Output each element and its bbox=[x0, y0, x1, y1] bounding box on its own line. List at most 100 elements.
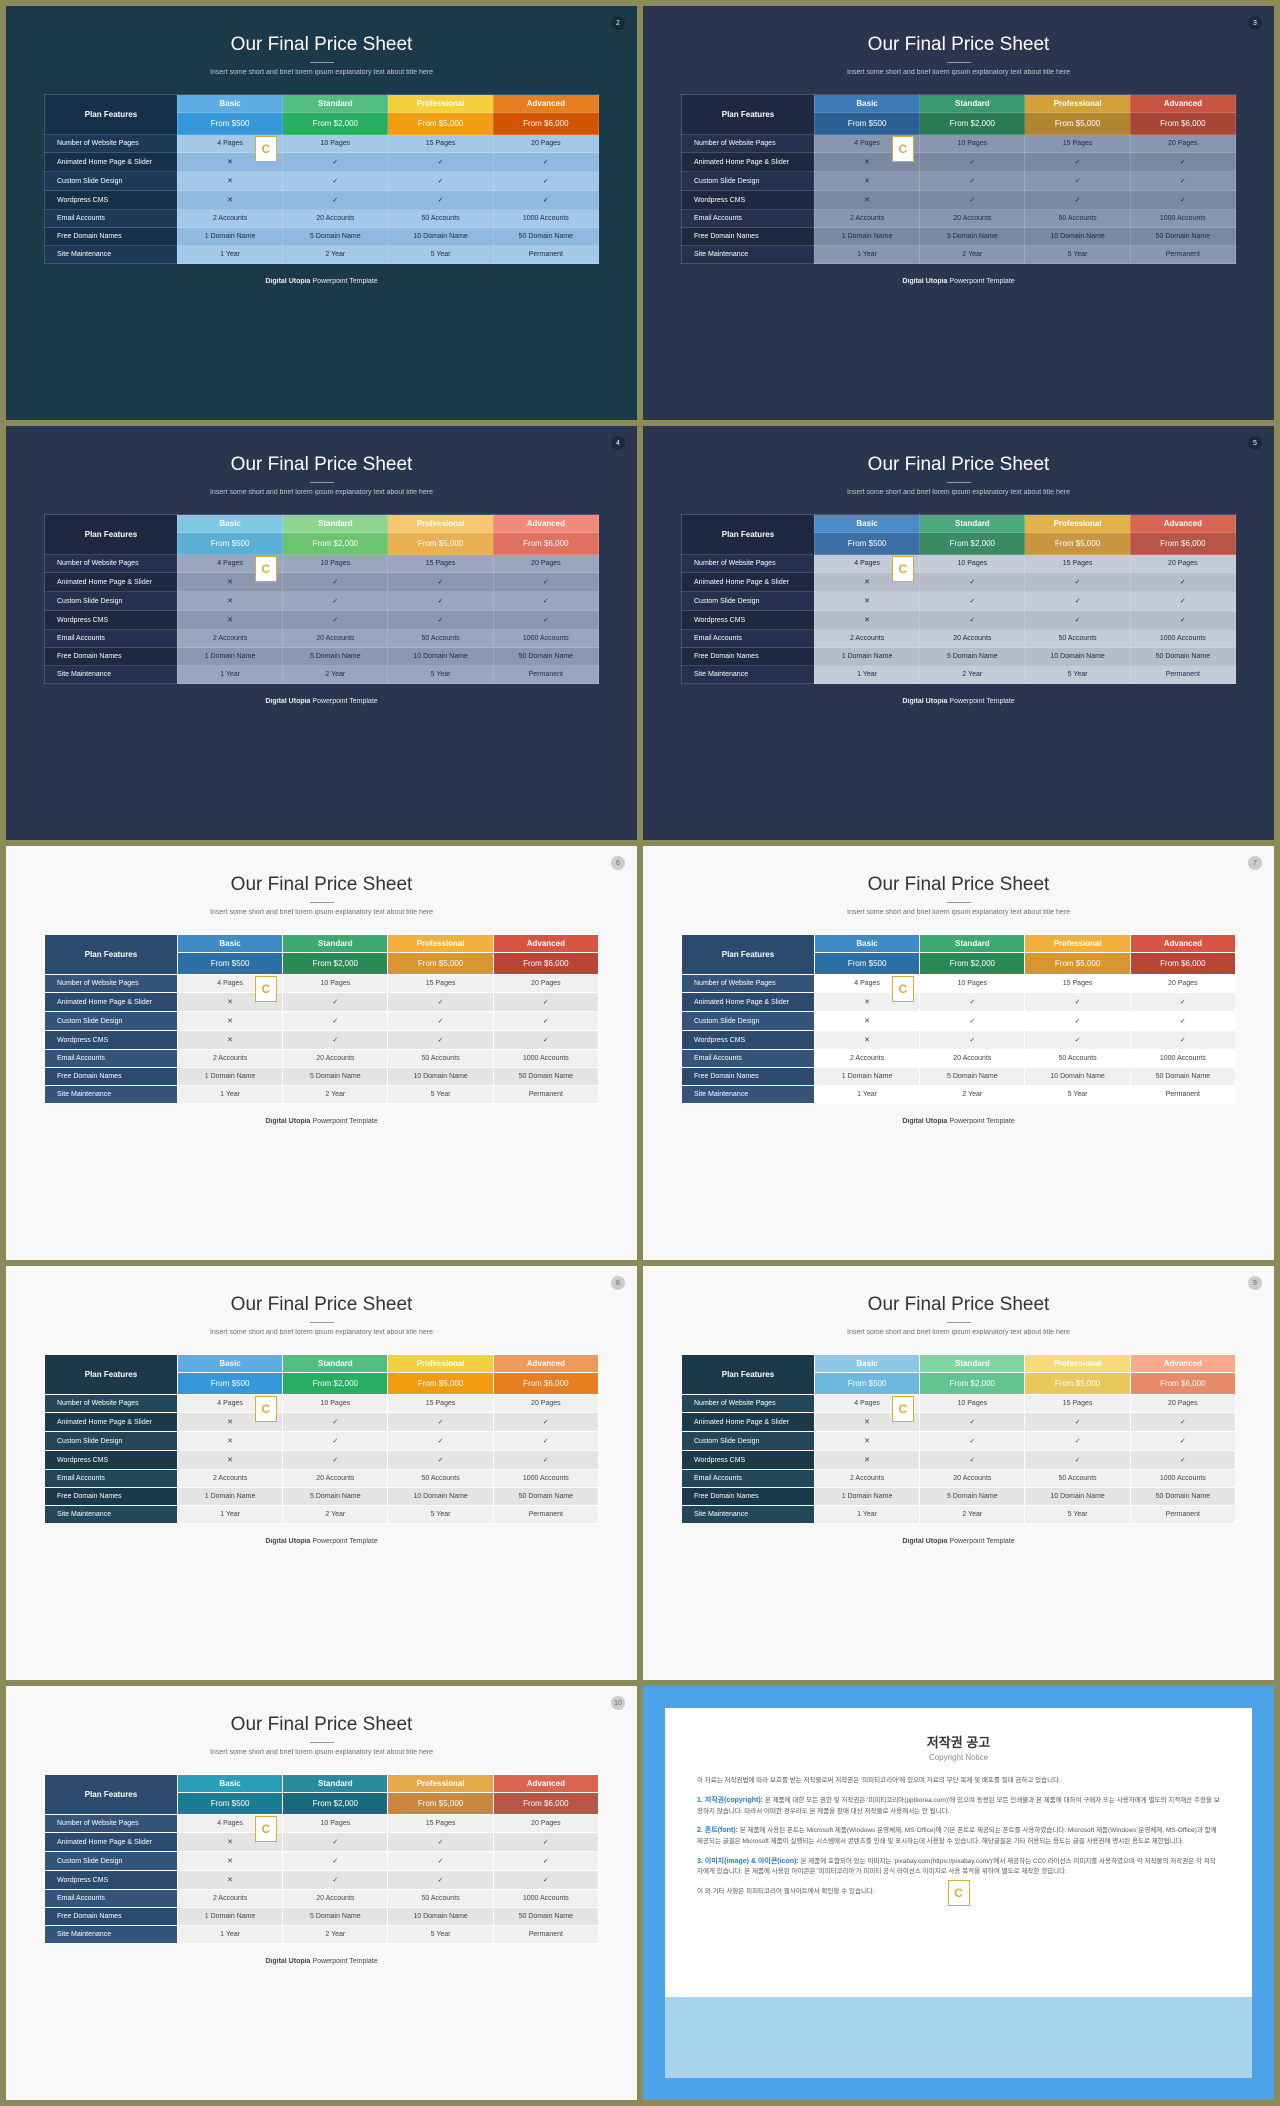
feature-value: 1 Year bbox=[177, 1506, 282, 1524]
feature-value: ✓ bbox=[283, 1451, 388, 1470]
plan-header: Professional bbox=[388, 1355, 493, 1373]
feature-value: 2 Year bbox=[283, 666, 388, 684]
feature-value: ✓ bbox=[283, 993, 388, 1012]
feature-value: 20 Accounts bbox=[283, 1470, 388, 1488]
feature-value: ✓ bbox=[283, 172, 388, 191]
slide-title: Our Final Price Sheet bbox=[681, 34, 1236, 56]
plan-price: From $2,000 bbox=[920, 113, 1025, 135]
feature-label: Site Maintenance bbox=[682, 1506, 815, 1524]
feature-value: ✓ bbox=[920, 1031, 1025, 1050]
feature-value: 20 Pages bbox=[493, 555, 598, 573]
feature-label: Animated Home Page & Slider bbox=[45, 1833, 178, 1852]
feature-label: Wordpress CMS bbox=[45, 1031, 178, 1050]
feature-value: ✕ bbox=[177, 1031, 282, 1050]
slide-title: Our Final Price Sheet bbox=[681, 454, 1236, 476]
plan-header: Standard bbox=[283, 515, 388, 533]
watermark-icon: C bbox=[892, 136, 914, 162]
feature-label: Email Accounts bbox=[682, 1050, 815, 1068]
feature-value: 50 Accounts bbox=[388, 1470, 493, 1488]
features-header: Plan Features bbox=[682, 515, 815, 555]
plan-price: From $2,000 bbox=[920, 533, 1025, 555]
feature-value: 1000 Accounts bbox=[1130, 630, 1235, 648]
plan-header: Advanced bbox=[493, 1775, 598, 1793]
feature-label: Wordpress CMS bbox=[682, 1451, 815, 1470]
feature-label: Email Accounts bbox=[45, 1470, 178, 1488]
feature-value: 1 Domain Name bbox=[814, 1488, 919, 1506]
feature-value: 5 Domain Name bbox=[283, 1068, 388, 1086]
plan-header: Professional bbox=[388, 515, 493, 533]
notice-bottom-band bbox=[665, 1997, 1252, 2078]
plan-price: From $5,000 bbox=[388, 1373, 493, 1395]
feature-value: ✓ bbox=[283, 573, 388, 592]
feature-label: Site Maintenance bbox=[682, 666, 815, 684]
pricing-table: Plan FeaturesBasicStandardProfessionalAd… bbox=[44, 1354, 599, 1524]
feature-value: Permanent bbox=[493, 666, 598, 684]
plan-price: From $500 bbox=[814, 1373, 919, 1395]
feature-value: ✓ bbox=[1130, 191, 1235, 210]
feature-label: Email Accounts bbox=[45, 210, 178, 228]
divider bbox=[310, 902, 334, 903]
sec1-title: 1. 저작권(copyright): bbox=[697, 1797, 763, 1804]
feature-value: ✓ bbox=[388, 1852, 493, 1871]
feature-value: 10 Pages bbox=[920, 975, 1025, 993]
feature-value: ✓ bbox=[493, 592, 598, 611]
slide-footer: Digital Utopia Powerpoint Template bbox=[681, 278, 1236, 285]
plan-price: From $2,000 bbox=[283, 1373, 388, 1395]
pricing-table: Plan FeaturesBasicStandardProfessionalAd… bbox=[44, 94, 599, 264]
feature-label: Custom Slide Design bbox=[682, 1012, 815, 1031]
feature-value: 5 Year bbox=[1025, 666, 1130, 684]
plan-price: From $500 bbox=[177, 1793, 282, 1815]
slide: 8Our Final Price SheetInsert some short … bbox=[6, 1266, 637, 1680]
feature-value: 50 Domain Name bbox=[493, 1068, 598, 1086]
feature-value: ✓ bbox=[1025, 153, 1130, 172]
feature-value: 1000 Accounts bbox=[493, 1890, 598, 1908]
feature-value: ✓ bbox=[920, 592, 1025, 611]
feature-value: ✕ bbox=[177, 1852, 282, 1871]
feature-value: 20 Pages bbox=[493, 975, 598, 993]
slide-subtitle: Insert some short and brief lorem ipsum … bbox=[44, 1329, 599, 1336]
feature-value: Permanent bbox=[1130, 246, 1235, 264]
feature-value: ✓ bbox=[283, 1012, 388, 1031]
feature-value: 10 Pages bbox=[283, 1815, 388, 1833]
feature-value: 2 Year bbox=[920, 1086, 1025, 1104]
plan-header: Advanced bbox=[1130, 935, 1235, 953]
watermark-icon: C bbox=[255, 1816, 277, 1842]
feature-value: ✓ bbox=[920, 191, 1025, 210]
feature-label: Animated Home Page & Slider bbox=[45, 573, 178, 592]
feature-value: 50 Domain Name bbox=[1130, 228, 1235, 246]
plan-price: From $2,000 bbox=[283, 533, 388, 555]
slide-footer: Digital Utopia Powerpoint Template bbox=[44, 278, 599, 285]
feature-value: ✓ bbox=[388, 1413, 493, 1432]
feature-value: ✓ bbox=[1130, 153, 1235, 172]
watermark-icon: C bbox=[255, 556, 277, 582]
pricing-table: Plan FeaturesBasicStandardProfessionalAd… bbox=[44, 1774, 599, 1944]
slide-subtitle: Insert some short and brief lorem ipsum … bbox=[681, 69, 1236, 76]
divider bbox=[310, 1322, 334, 1323]
feature-value: 2 Accounts bbox=[177, 210, 282, 228]
feature-value: 10 Pages bbox=[283, 135, 388, 153]
features-header: Plan Features bbox=[682, 95, 815, 135]
features-header: Plan Features bbox=[45, 95, 178, 135]
feature-value: ✕ bbox=[814, 1031, 919, 1050]
feature-value: ✕ bbox=[177, 1871, 282, 1890]
feature-value: ✓ bbox=[1130, 1413, 1235, 1432]
plan-header: Basic bbox=[814, 515, 919, 533]
plan-header: Advanced bbox=[493, 935, 598, 953]
feature-value: 10 Pages bbox=[283, 1395, 388, 1413]
feature-label: Site Maintenance bbox=[45, 246, 178, 264]
pricing-table: Plan FeaturesBasicStandardProfessionalAd… bbox=[681, 1354, 1236, 1524]
feature-label: Number of Website Pages bbox=[45, 975, 178, 993]
features-header: Plan Features bbox=[45, 1775, 178, 1815]
feature-value: 2 Year bbox=[283, 246, 388, 264]
feature-label: Free Domain Names bbox=[682, 228, 815, 246]
plan-price: From $2,000 bbox=[920, 1373, 1025, 1395]
feature-value: ✓ bbox=[920, 153, 1025, 172]
feature-value: 5 Year bbox=[388, 1926, 493, 1944]
feature-value: ✓ bbox=[1025, 1432, 1130, 1451]
feature-label: Custom Slide Design bbox=[682, 592, 815, 611]
feature-value: 50 Accounts bbox=[1025, 1470, 1130, 1488]
slide: 9Our Final Price SheetInsert some short … bbox=[643, 1266, 1274, 1680]
feature-value: 20 Accounts bbox=[920, 210, 1025, 228]
slide-subtitle: Insert some short and brief lorem ipsum … bbox=[681, 489, 1236, 496]
feature-value: 1 Domain Name bbox=[177, 228, 282, 246]
